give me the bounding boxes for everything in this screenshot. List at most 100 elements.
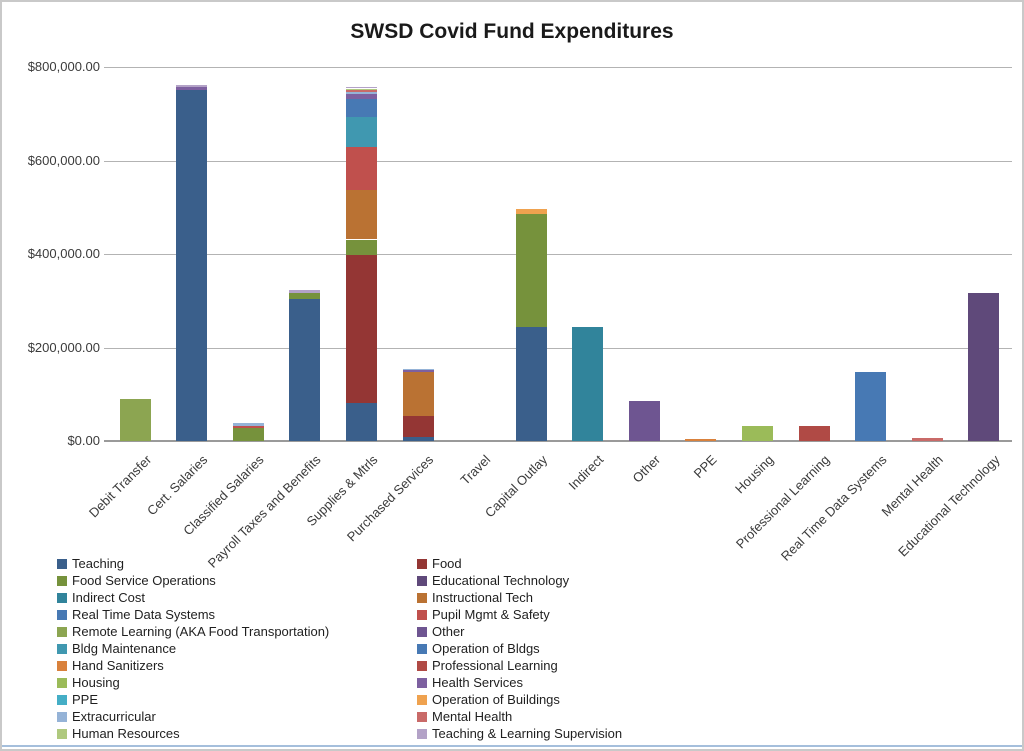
bar-segment-teaching-learning-supervision: [176, 84, 208, 87]
x-axis-category-label: Indirect: [565, 452, 607, 493]
y-axis-tick-label: $600,000.00: [27, 152, 100, 168]
y-axis-tick-label: $0.00: [67, 433, 100, 448]
chart-title: SWSD Covid Fund Expenditures: [350, 20, 674, 43]
bar-segment-housing: [741, 425, 773, 441]
legend-item-indirect-cost: Indirect Cost: [57, 591, 417, 605]
legend-item-food-service-operations: Food Service Operations: [57, 574, 417, 588]
legend-item-professional-learning: Professional Learning: [417, 659, 622, 673]
legend-label: Professional Learning: [432, 658, 558, 674]
bar-segment-indirect-cost: [572, 326, 604, 441]
bar-segment-remote-learning-aka-food-transportation: [119, 398, 151, 441]
bar-segment-hand-sanitizers: [685, 438, 717, 441]
bar-segment-extracurricular: [346, 92, 378, 95]
x-axis-category-label: Travel: [457, 452, 494, 488]
bar-segment-extracurricular: [232, 423, 264, 426]
x-axis-category-label: Educational Technology: [894, 452, 1003, 560]
bar-segment-human-resources: [346, 88, 378, 91]
legend-label: Bldg Maintenance: [72, 641, 177, 657]
legend-item-teaching-learning-supervision: Teaching & Learning Supervision: [417, 727, 622, 741]
bar-segment-teaching-learning-supervision: [346, 86, 378, 89]
legend-item-pupil-mgmt-safety: Pupil Mgmt & Safety: [417, 608, 622, 622]
bar-segment-teaching: [346, 402, 378, 441]
bar-segment-mental-health: [346, 90, 378, 93]
bar-segment-teaching-learning-supervision: [289, 290, 321, 294]
x-axis-category-label: PPE: [690, 452, 720, 482]
legend-label: Health Services: [432, 675, 524, 691]
legend-label: PPE: [72, 692, 99, 708]
legend-label: Operation of Buildings: [432, 692, 560, 708]
legend-item-human-resources: Human Resources: [57, 727, 417, 741]
legend-swatch-icon: [57, 609, 67, 620]
bar-segment-professional-learning: [798, 425, 830, 441]
y-axis-tick-label: $200,000.00: [27, 339, 100, 355]
legend-label: Food Service Operations: [72, 573, 216, 589]
bar-segment-teaching: [289, 299, 321, 441]
legend-label: Human Resources: [72, 726, 180, 742]
legend-label: Food: [432, 556, 462, 572]
bar-segment-operation-of-bldgs: [346, 99, 378, 117]
legend-label: Pupil Mgmt & Safety: [432, 607, 550, 623]
legend-label: Operation of Bldgs: [432, 641, 540, 657]
legend-item-instructional-tech: Instructional Tech: [417, 591, 622, 605]
bar-segment-instructional-tech: [402, 372, 434, 416]
legend-swatch-icon: [417, 558, 427, 569]
y-gridline: [104, 347, 1012, 349]
legend-item-operation-of-buildings: Operation of Buildings: [417, 693, 622, 707]
legend-swatch-icon: [57, 660, 67, 671]
legend-item-remote-learning-aka-food-transportation: Remote Learning (AKA Food Transportation…: [57, 625, 417, 639]
legend-swatch-icon: [57, 694, 67, 705]
legend: Teaching Food Food Service Operations Educa…: [57, 557, 622, 741]
bar-segment-pupil-mgmt-safety: [232, 425, 264, 428]
bar-segment-bldg-maintenance: [346, 117, 378, 148]
y-axis-tick-label: $800,000.00: [27, 59, 100, 74]
legend-item-ppe: PPE: [57, 693, 417, 707]
bar-segment-operation-of-buildings: [515, 208, 547, 214]
x-axis-category-label: Housing: [731, 452, 777, 497]
legend-item-operation-of-bldgs: Operation of Bldgs: [417, 642, 622, 656]
y-gridline: [104, 67, 1012, 68]
legend-item-real-time-data-systems: Real Time Data Systems: [57, 608, 417, 622]
bar-segment-health-services: [402, 370, 434, 373]
legend-item-food: Food: [417, 557, 622, 571]
legend-swatch-icon: [417, 711, 427, 722]
legend-label: Remote Learning (AKA Food Transportation…: [72, 624, 330, 640]
legend-label: Teaching & Learning Supervision: [432, 726, 623, 742]
legend-item-mental-health: Mental Health: [417, 710, 622, 724]
bar-segment-food-service-operations: [289, 293, 321, 300]
bar-segment-teaching: [176, 90, 208, 441]
bar-segment-educational-technology: [968, 293, 1000, 441]
x-axis-category-label: Debit Transfer: [85, 452, 154, 521]
legend-swatch-icon: [57, 643, 67, 654]
legend-swatch-icon: [417, 592, 427, 603]
legend-swatch-icon: [57, 711, 67, 722]
legend-swatch-icon: [417, 694, 427, 705]
legend-item-educational-technology: Educational Technology: [417, 574, 622, 588]
legend-swatch-icon: [417, 626, 427, 637]
bar-segment-food-service-operations: [232, 427, 264, 441]
bar-segment-teaching: [515, 326, 547, 441]
legend-swatch-icon: [417, 677, 427, 688]
legend-label: Extracurricular: [72, 709, 156, 725]
legend-swatch-icon: [417, 575, 427, 586]
legend-label: Instructional Tech: [432, 590, 533, 606]
legend-swatch-icon: [57, 575, 67, 586]
x-axis-category-label: Real Time Data Systems: [777, 452, 890, 564]
y-gridline: [104, 254, 1012, 255]
x-axis-category-label: Payroll Taxes and Benefits: [204, 452, 324, 571]
bar-segment-food-service-operations: [515, 213, 547, 327]
legend-item-health-services: Health Services: [417, 676, 622, 690]
legend-swatch-icon: [57, 558, 67, 569]
legend-item-hand-sanitizers: Hand Sanitizers: [57, 659, 417, 673]
legend-item-extracurricular: Extracurricular: [57, 710, 417, 724]
bar-segment-mental-health: [911, 438, 943, 441]
legend-label: Housing: [72, 675, 120, 691]
legend-label: Indirect Cost: [72, 590, 145, 606]
legend-label: Real Time Data Systems: [72, 607, 216, 623]
legend-item-bldg-maintenance: Bldg Maintenance: [57, 642, 417, 656]
x-axis-category-label: Professional Learning: [733, 452, 833, 552]
bar-segment-food-service-operations: [346, 239, 378, 256]
bar-segment-instructional-tech: [346, 190, 378, 240]
bar-segment-teaching: [402, 437, 434, 441]
